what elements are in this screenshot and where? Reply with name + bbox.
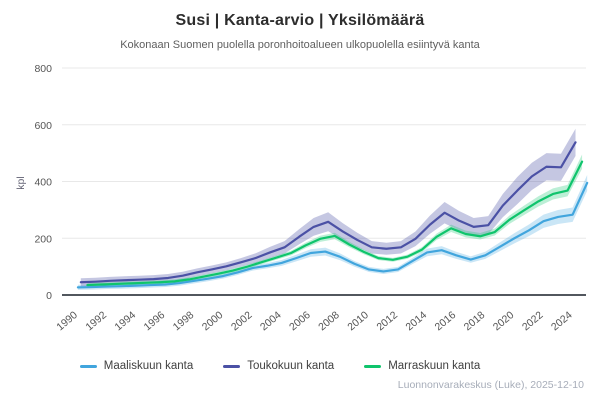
x-tick-label: 1998 — [171, 309, 197, 333]
attribution-text: Luonnonvarakeskus (Luke), 2025-12-10 — [397, 379, 584, 391]
series-line-0 — [76, 181, 589, 289]
x-tick-label: 2024 — [549, 309, 575, 333]
series-line-1 — [79, 141, 577, 284]
chart-header: Susi | Kanta-arvio | Yksilömäärä Kokonaa… — [0, 0, 600, 51]
x-tick-label: 2010 — [345, 309, 371, 333]
x-tick-label: 2012 — [374, 309, 400, 333]
x-tick-label: 2022 — [520, 309, 546, 333]
x-tick-label: 2014 — [404, 309, 430, 333]
chart-title: Susi | Kanta-arvio | Yksilömäärä — [175, 12, 425, 29]
chart-plot-area: 0 200 400 600 800 kpl 1990 1992 1994 1996 1998 2000… — [15, 63, 589, 333]
x-tick-label: 1990 — [54, 309, 80, 333]
x-tick-label: 2020 — [491, 309, 517, 333]
legend-swatch-green — [364, 364, 382, 368]
legend-item-marraskuun-kanta[interactable]: Marraskuun kanta — [364, 360, 480, 372]
legend-label: Marraskuun kanta — [388, 360, 481, 372]
x-tick-label: 2016 — [433, 309, 459, 333]
y-tick-label: 600 — [34, 120, 52, 132]
x-tick-label: 2004 — [258, 309, 284, 333]
x-tick-label: 2002 — [229, 309, 255, 333]
y-axis-label: kpl — [15, 176, 27, 189]
y-tick-label: 200 — [34, 233, 52, 245]
x-tick-label: 2008 — [316, 309, 342, 333]
x-tick-label: 2018 — [462, 309, 488, 333]
x-tick-label: 2000 — [200, 309, 226, 333]
chart-subtitle: Kokonaan Suomen puolella poronhoitoaluee… — [120, 39, 480, 51]
legend-swatch-purple — [223, 364, 241, 368]
x-tick-label: 1994 — [113, 309, 139, 333]
x-tick-label: 2006 — [287, 309, 313, 333]
legend-item-toukokuun-kanta[interactable]: Toukokuun kanta — [223, 360, 334, 372]
chart-legend: Maaliskuun kanta Toukokuun kanta Marrask… — [0, 360, 560, 372]
legend-label: Maaliskuun kanta — [103, 360, 194, 372]
y-tick-label: 800 — [34, 63, 52, 75]
x-tick-label: 1996 — [142, 309, 168, 333]
y-tick-label: 400 — [34, 177, 52, 189]
legend-item-maaliskuun-kanta[interactable]: Maaliskuun kanta — [79, 360, 194, 372]
legend-swatch-blue — [79, 364, 97, 368]
legend-label: Toukokuun kanta — [247, 360, 335, 372]
y-tick-label: 0 — [46, 290, 52, 302]
series-line-2 — [86, 160, 584, 287]
x-tick-label: 1992 — [83, 309, 109, 333]
